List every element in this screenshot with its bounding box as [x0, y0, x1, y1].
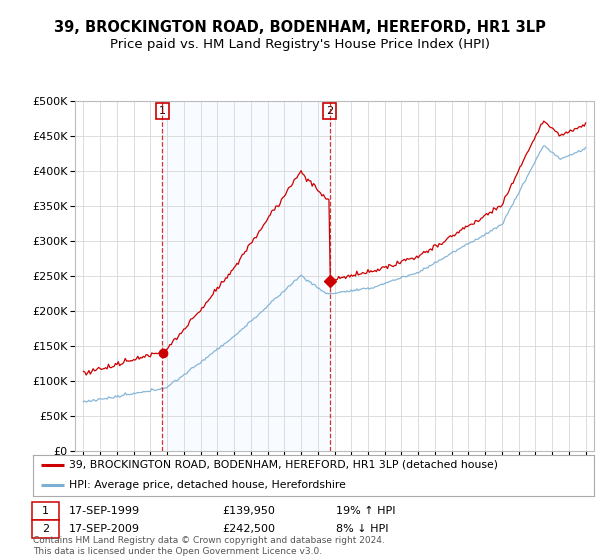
Text: HPI: Average price, detached house, Herefordshire: HPI: Average price, detached house, Here…: [70, 480, 346, 491]
Text: 8% ↓ HPI: 8% ↓ HPI: [336, 524, 389, 534]
Text: 39, BROCKINGTON ROAD, BODENHAM, HEREFORD, HR1 3LP: 39, BROCKINGTON ROAD, BODENHAM, HEREFORD…: [54, 20, 546, 35]
Text: 17-SEP-1999: 17-SEP-1999: [69, 506, 140, 516]
Text: 39, BROCKINGTON ROAD, BODENHAM, HEREFORD, HR1 3LP (detached house): 39, BROCKINGTON ROAD, BODENHAM, HEREFORD…: [70, 460, 499, 470]
Text: 1: 1: [42, 506, 49, 516]
Bar: [162, 101, 329, 451]
Text: 2: 2: [326, 106, 333, 116]
Text: 2: 2: [42, 524, 49, 534]
Text: Contains HM Land Registry data © Crown copyright and database right 2024.
This d: Contains HM Land Registry data © Crown c…: [33, 536, 385, 556]
Text: 19% ↑ HPI: 19% ↑ HPI: [336, 506, 395, 516]
Text: £242,500: £242,500: [222, 524, 275, 534]
Text: 1: 1: [159, 106, 166, 116]
Text: Price paid vs. HM Land Registry's House Price Index (HPI): Price paid vs. HM Land Registry's House …: [110, 38, 490, 50]
Text: £139,950: £139,950: [222, 506, 275, 516]
Text: 17-SEP-2009: 17-SEP-2009: [69, 524, 140, 534]
